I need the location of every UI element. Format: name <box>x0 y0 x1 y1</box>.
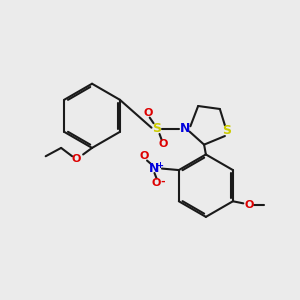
Text: -: - <box>161 176 165 186</box>
Text: S: S <box>222 124 231 137</box>
Text: O: O <box>143 108 153 118</box>
Text: N: N <box>180 122 190 135</box>
Text: S: S <box>152 122 161 135</box>
Text: N: N <box>148 162 159 175</box>
Text: O: O <box>158 139 168 149</box>
Text: +: + <box>156 161 163 170</box>
Text: O: O <box>244 200 254 210</box>
Text: O: O <box>140 151 149 161</box>
Text: O: O <box>72 154 81 164</box>
Text: O: O <box>152 178 161 188</box>
